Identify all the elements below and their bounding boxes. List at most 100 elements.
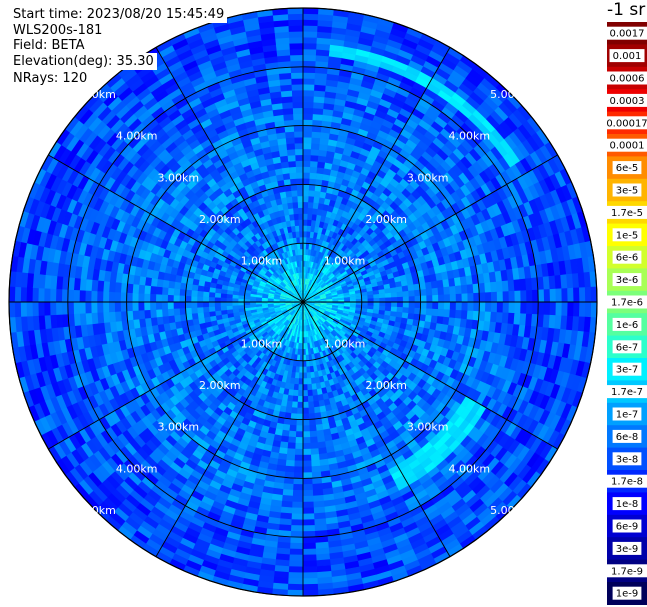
range-gate-cell <box>391 65 407 77</box>
range-gate-cell <box>363 68 378 79</box>
range-gate-cell <box>558 329 567 344</box>
range-gate-cell <box>501 312 509 324</box>
range-gate-cell <box>302 448 311 456</box>
range-gate-cell <box>508 302 515 314</box>
range-gate-cell <box>390 292 398 298</box>
range-gate-cell <box>61 301 69 315</box>
range-gate-cell <box>417 170 429 182</box>
range-gate-cell <box>317 311 323 316</box>
range-gate-cell <box>320 299 327 302</box>
range-gate-cell <box>523 187 535 202</box>
range-gate-cell <box>44 288 51 302</box>
range-gate-cell <box>349 293 356 298</box>
range-gate-cell <box>372 286 379 291</box>
range-gate-cell <box>476 157 489 171</box>
range-gate-cell <box>309 311 314 318</box>
range-gate-cell <box>565 373 576 390</box>
range-gate-cell <box>319 233 325 241</box>
range-gate-cell <box>343 304 351 307</box>
range-gate-cell <box>430 280 438 289</box>
range-gate-cell <box>523 266 532 279</box>
range-gate-cell <box>554 370 565 386</box>
range-gate-cell <box>321 315 327 321</box>
range-gate-cell <box>471 201 482 215</box>
range-gate-cell <box>335 176 344 185</box>
range-gate-cell <box>581 331 590 348</box>
range-gate-cell <box>473 87 489 102</box>
range-gate-cell <box>320 215 326 223</box>
range-gate-cell <box>309 424 317 432</box>
range-gate-cell <box>312 282 317 288</box>
range-gate-cell <box>378 310 386 315</box>
range-gate-cell <box>569 359 580 376</box>
range-gate-cell <box>285 406 292 414</box>
range-gate-cell <box>564 329 573 345</box>
range-gate-cell <box>336 311 343 315</box>
range-gate-cell <box>303 290 305 297</box>
range-gate-cell <box>302 454 312 462</box>
range-gate-cell <box>395 281 402 288</box>
range-gate-cell <box>590 286 597 303</box>
range-gate-cell <box>347 235 356 243</box>
range-gate-cell <box>303 113 314 120</box>
range-gate-cell <box>316 37 331 45</box>
range-gate-cell <box>303 172 310 179</box>
range-gate-cell <box>412 319 420 327</box>
range-gate-cell <box>315 214 322 222</box>
range-gate-cell <box>448 97 463 111</box>
range-gate-cell <box>510 164 523 179</box>
range-gate-cell <box>552 328 561 343</box>
range-gate-cell <box>398 269 406 277</box>
range-gate-cell <box>491 215 501 229</box>
range-gate-cell <box>506 93 522 110</box>
range-gate-cell <box>420 135 433 147</box>
range-gate-cell <box>417 437 430 449</box>
range-gate-cell <box>498 259 507 271</box>
range-gate-cell <box>294 372 300 379</box>
range-gate-cell <box>351 342 359 350</box>
range-gate-cell <box>357 334 365 341</box>
range-gate-cell <box>335 272 342 278</box>
range-gate-cell <box>415 124 428 136</box>
range-gate-cell <box>496 248 505 261</box>
range-gate-cell <box>478 420 491 434</box>
range-gate-cell <box>566 273 574 289</box>
range-gate-cell <box>389 315 397 322</box>
range-gate-cell <box>306 306 312 311</box>
range-gate-cell <box>373 294 380 299</box>
range-gate-cell <box>411 404 422 415</box>
range-gate-cell <box>359 266 367 273</box>
range-gate-cell <box>425 187 436 199</box>
range-gate-cell <box>560 387 572 404</box>
range-gate-cell <box>377 314 385 320</box>
range-gate-cell <box>337 81 350 90</box>
range-gate-cell <box>295 442 303 450</box>
range-gate-cell <box>448 252 457 263</box>
range-gate-cell <box>362 337 370 344</box>
range-gate-cell <box>429 322 437 331</box>
range-gate-cell <box>313 102 325 109</box>
range-gate-cell <box>302 401 309 409</box>
range-gate-cell <box>410 325 419 333</box>
range-gate-cell <box>332 206 339 215</box>
range-gate-cell <box>511 371 522 385</box>
range-gate-cell <box>311 459 321 467</box>
range-gate-cell <box>440 187 451 199</box>
range-gate-cell <box>408 296 415 303</box>
range-gate-cell <box>506 268 514 281</box>
range-gate-cell <box>501 406 513 420</box>
range-gate-cell <box>338 266 345 273</box>
range-gate-cell <box>313 306 320 310</box>
range-gate-cell <box>491 190 503 204</box>
range-gate-cell <box>315 321 321 327</box>
range-gate-cell <box>561 200 572 217</box>
range-gate-cell <box>449 302 457 311</box>
range-gate-cell <box>439 263 448 273</box>
range-gate-cell <box>494 322 503 334</box>
range-gate-cell <box>331 306 339 310</box>
range-gate-cell <box>382 187 393 197</box>
range-gate-cell <box>421 212 432 223</box>
range-gate-cell <box>472 109 487 124</box>
range-gate-cell <box>331 115 343 124</box>
range-gate-cell <box>400 279 408 287</box>
